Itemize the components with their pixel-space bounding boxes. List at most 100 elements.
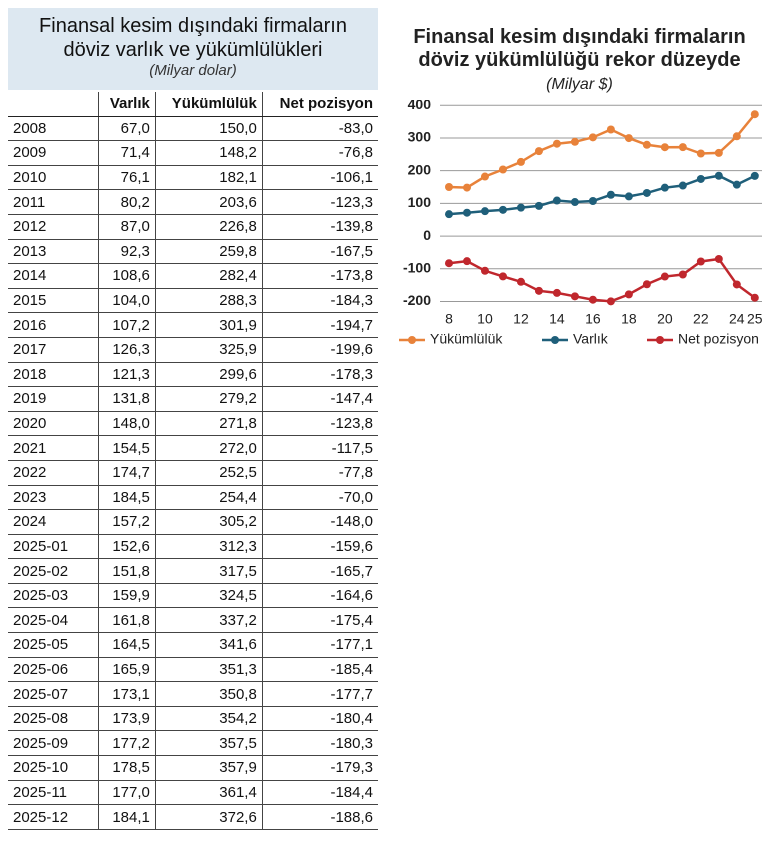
table-cell: 325,9 [154, 337, 263, 363]
table-cell: 2015 [8, 288, 99, 314]
data-point [732, 132, 741, 141]
data-point [498, 272, 507, 281]
data-point [750, 293, 759, 302]
table-row: 2022 174,7 252,5 -77,8 [8, 460, 378, 486]
y-tick-label: 100 [408, 194, 432, 210]
table-cell: 71,4 [98, 140, 156, 166]
table-cell: 226,8 [154, 214, 263, 240]
data-point [732, 280, 741, 289]
table-cell: -159,6 [261, 534, 378, 560]
data-point [552, 288, 561, 297]
table-cell: 148,0 [98, 411, 156, 437]
table-cell: 151,8 [98, 558, 156, 584]
data-point [660, 183, 669, 192]
table-cell: 271,8 [154, 411, 263, 437]
legend-item: Yükümlülük [399, 331, 503, 347]
x-tick-label: 10 [477, 311, 493, 327]
data-point [750, 171, 759, 180]
data-point [588, 133, 597, 142]
x-tick-label: 12 [513, 311, 529, 327]
table-row: 2025-04 161,8 337,2 -175,4 [8, 607, 378, 634]
data-point [570, 292, 579, 301]
table-cell: -139,8 [261, 214, 378, 240]
header-cell [8, 92, 99, 117]
table-cell: -106,1 [261, 165, 378, 191]
data-point [678, 270, 687, 279]
table-row: 2017 126,3 325,9 -199,6 [8, 337, 378, 363]
table-cell: 2022 [8, 460, 99, 486]
table-row: 2010 76,1 182,1 -106,1 [8, 165, 378, 191]
table-cell: 92,3 [98, 239, 156, 265]
table-cell: -117,5 [261, 435, 378, 461]
data-point [552, 196, 561, 205]
data-point [516, 277, 525, 286]
data-point [660, 143, 669, 152]
table-cell: 2023 [8, 485, 99, 511]
table-row: 2025-12 184,1 372,6 -188,6 [8, 804, 378, 830]
table-cell: 272,0 [154, 435, 263, 461]
table-cell: 150,0 [154, 116, 263, 142]
table-cell: 324,5 [154, 583, 263, 609]
table-cell: 372,6 [154, 804, 263, 830]
legend-item: Varlık [542, 331, 609, 347]
data-point [462, 257, 471, 266]
table-cell: 2025-04 [8, 607, 99, 634]
x-tick-label: 22 [693, 311, 709, 327]
table-cell: 148,2 [154, 140, 263, 166]
table-row: 2012 87,0 226,8 -139,8 [8, 214, 378, 240]
table-cell: -184,3 [261, 288, 378, 314]
data-point [480, 172, 489, 181]
data-point [462, 208, 471, 217]
table-row: 2025-02 151,8 317,5 -165,7 [8, 558, 378, 584]
table-cell: 361,4 [154, 780, 263, 806]
table-cell: -167,5 [261, 239, 378, 265]
table-cell: -184,4 [261, 780, 378, 806]
data-point [534, 147, 543, 156]
table-cell: 279,2 [154, 386, 263, 412]
data-point [570, 137, 579, 146]
data-point [462, 183, 471, 192]
table-cell: 357,5 [154, 730, 263, 757]
table-cell: -83,0 [261, 116, 378, 142]
chart: -200 -100 0 100 200 300 400 8 10 12 14 16 18 20 22 24 25… [399, 100, 763, 347]
table-cell: 2018 [8, 362, 99, 388]
table-row: 2019 131,8 279,2 -147,4 [8, 386, 378, 412]
table-cell: -177,1 [261, 632, 378, 658]
data-point [480, 266, 489, 275]
data-point [444, 183, 453, 192]
table-cell: 2019 [8, 386, 99, 412]
table-cell: 2025-11 [8, 780, 99, 806]
table-cell: 184,5 [98, 485, 156, 511]
table-cell: 254,4 [154, 485, 263, 511]
table-cell: -175,4 [261, 607, 378, 634]
table-cell: 2025-09 [8, 730, 99, 757]
table-row: 2025-05 164,5 341,6 -177,1 [8, 632, 378, 658]
table-cell: 312,3 [154, 534, 263, 560]
table-cell: 351,3 [154, 657, 263, 683]
table-row: 2025-06 165,9 351,3 -185,4 [8, 657, 378, 683]
table-cell: 173,1 [98, 681, 156, 707]
table-cell: 252,5 [154, 460, 263, 486]
table-row: 2025-01 152,6 312,3 -159,6 [8, 534, 378, 560]
table-cell: 2014 [8, 263, 99, 289]
table-cell: -180,3 [261, 730, 378, 757]
table-row: 2008 67,0 150,0 -83,0 [8, 116, 378, 142]
x-tick-label: 14 [549, 311, 565, 327]
table-cell: 341,6 [154, 632, 263, 658]
table-cell: 154,5 [98, 435, 156, 461]
data-point [624, 290, 633, 299]
table-cell: 165,9 [98, 657, 156, 683]
data-point [714, 171, 723, 180]
x-tick-label: 16 [585, 311, 601, 327]
table-cell: 126,3 [98, 337, 156, 363]
table-cell: 2008 [8, 116, 99, 142]
table-cell: 2013 [8, 239, 99, 265]
table-row: 2015 104,0 288,3 -184,3 [8, 288, 378, 314]
x-tick-label: 20 [657, 311, 673, 327]
table-row: 2011 80,2 203,6 -123,3 [8, 189, 378, 215]
data-point [444, 259, 453, 268]
table-cell: 104,0 [98, 288, 156, 314]
x-tick-label: 25 [747, 311, 763, 327]
table-cell: 157,2 [98, 509, 156, 535]
table-row: 2025-07 173,1 350,8 -177,7 [8, 681, 378, 707]
